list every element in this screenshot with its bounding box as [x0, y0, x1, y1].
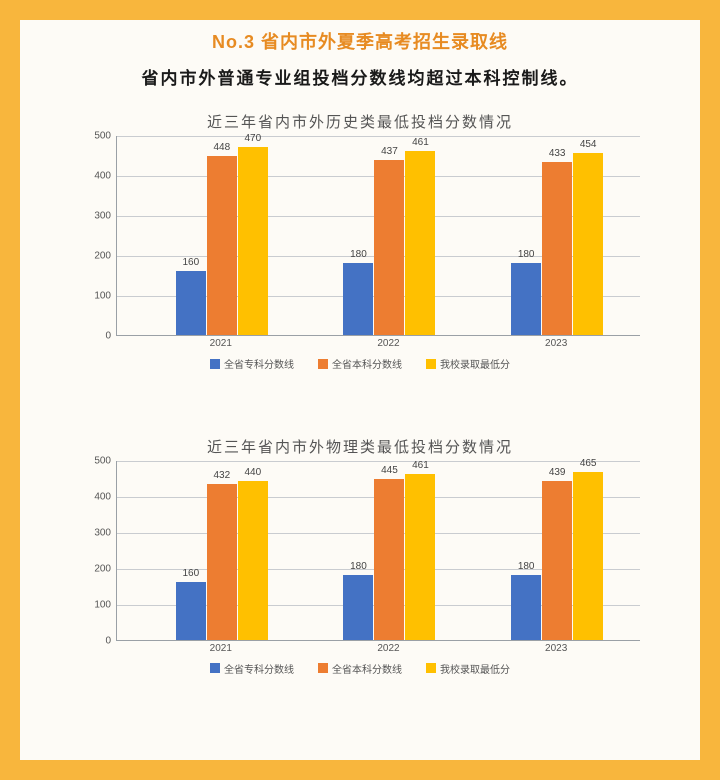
bar-group: 160432440 — [176, 481, 268, 639]
x-category-label: 2021 — [210, 338, 232, 349]
chart-2-wrap: 近三年省内市外物理类最低投档分数情况 010020030040050016043… — [30, 432, 690, 757]
bar: 448 — [207, 156, 237, 335]
bar-value-label: 180 — [518, 249, 535, 260]
bar-value-label: 160 — [182, 257, 199, 268]
bar-value-label: 440 — [244, 467, 261, 478]
chart-2: 0100200300400500160432440180445461180439… — [80, 461, 640, 684]
y-tick-label: 400 — [81, 171, 111, 182]
y-tick-label: 500 — [81, 455, 111, 466]
bar-group: 180433454 — [511, 153, 603, 335]
y-tick-label: 100 — [81, 599, 111, 610]
bar-value-label: 454 — [580, 139, 597, 150]
x-category-label: 2021 — [210, 643, 232, 654]
legend: 全省专科分数线 全省本科分数线 我校录取最低分 — [80, 356, 640, 371]
bar: 439 — [542, 481, 572, 639]
legend-label: 全省专科分数线 — [224, 661, 294, 676]
bar: 433 — [542, 162, 572, 335]
bar-value-label: 160 — [182, 568, 199, 579]
legend-swatch — [210, 359, 220, 369]
bar-group: 180445461 — [343, 474, 435, 640]
bar: 470 — [238, 147, 268, 335]
infographic-frame: No.3 省内市外夏季高考招生录取线 省内市外普通专业组投档分数线均超过本科控制… — [0, 0, 720, 780]
gridline — [117, 461, 640, 462]
x-category-label: 2023 — [545, 643, 567, 654]
y-tick-label: 100 — [81, 291, 111, 302]
legend-label: 全省本科分数线 — [332, 661, 402, 676]
y-tick-label: 500 — [81, 131, 111, 142]
bar: 180 — [511, 575, 541, 640]
bar-value-label: 465 — [580, 458, 597, 469]
legend-swatch — [318, 663, 328, 673]
legend-item: 全省专科分数线 — [210, 661, 294, 676]
bar: 160 — [176, 271, 206, 335]
bar-value-label: 461 — [412, 137, 429, 148]
y-tick-label: 200 — [81, 251, 111, 262]
chart-1: 0100200300400500160448470180437461180433… — [80, 136, 640, 379]
y-tick-label: 300 — [81, 211, 111, 222]
bar-value-label: 448 — [213, 142, 230, 153]
y-tick-label: 200 — [81, 563, 111, 574]
bar: 432 — [207, 484, 237, 640]
legend-label: 全省专科分数线 — [224, 356, 294, 371]
legend-item: 全省专科分数线 — [210, 356, 294, 371]
x-category-label: 2022 — [377, 338, 399, 349]
bar-value-label: 180 — [350, 249, 367, 260]
bar: 461 — [405, 474, 435, 640]
bar-value-label: 439 — [549, 467, 566, 478]
bar-value-label: 180 — [350, 561, 367, 572]
x-category-label: 2023 — [545, 338, 567, 349]
x-category-label: 2022 — [377, 643, 399, 654]
chart-1-wrap: 近三年省内市外历史类最低投档分数情况 010020030040050016044… — [30, 107, 690, 432]
bar-value-label: 437 — [381, 146, 398, 157]
bar: 180 — [511, 263, 541, 335]
legend-item: 我校录取最低分 — [426, 356, 510, 371]
legend-item: 我校录取最低分 — [426, 661, 510, 676]
legend-item: 全省本科分数线 — [318, 661, 402, 676]
bar-group: 180439465 — [511, 472, 603, 639]
y-tick-label: 400 — [81, 491, 111, 502]
chart-2-title: 近三年省内市外物理类最低投档分数情况 — [207, 436, 513, 457]
bar-value-label: 461 — [412, 460, 429, 471]
bar: 465 — [573, 472, 603, 639]
bar-value-label: 432 — [213, 470, 230, 481]
bar: 437 — [374, 160, 404, 335]
gridline — [117, 136, 640, 137]
legend-swatch — [318, 359, 328, 369]
bar-value-label: 433 — [549, 148, 566, 159]
legend-swatch — [426, 663, 436, 673]
bar-group: 160448470 — [176, 147, 268, 335]
legend-label: 我校录取最低分 — [440, 356, 510, 371]
bar-value-label: 445 — [381, 465, 398, 476]
legend-item: 全省本科分数线 — [318, 356, 402, 371]
bar: 454 — [573, 153, 603, 335]
bar: 445 — [374, 479, 404, 639]
y-tick-label: 0 — [81, 635, 111, 646]
y-tick-label: 0 — [81, 331, 111, 342]
plot-area: 0100200300400500160432440180445461180439… — [116, 461, 640, 641]
bar: 440 — [238, 481, 268, 639]
legend: 全省专科分数线 全省本科分数线 我校录取最低分 — [80, 661, 640, 676]
legend-swatch — [426, 359, 436, 369]
legend-label: 我校录取最低分 — [440, 661, 510, 676]
x-axis: 2021 2022 2023 — [116, 336, 640, 354]
bar: 180 — [343, 263, 373, 335]
x-axis: 2021 2022 2023 — [116, 641, 640, 659]
section-subtitle: 省内市外普通专业组投档分数线均超过本科控制线。 — [30, 64, 690, 89]
y-tick-label: 300 — [81, 527, 111, 538]
bar: 160 — [176, 582, 206, 640]
bar-value-label: 470 — [244, 133, 261, 144]
bar-group: 180437461 — [343, 151, 435, 335]
section-number-title: No.3 省内市外夏季高考招生录取线 — [30, 28, 690, 54]
chart-1-title: 近三年省内市外历史类最低投档分数情况 — [207, 111, 513, 132]
bar: 180 — [343, 575, 373, 640]
plot-area: 0100200300400500160448470180437461180433… — [116, 136, 640, 336]
legend-label: 全省本科分数线 — [332, 356, 402, 371]
legend-swatch — [210, 663, 220, 673]
bar: 461 — [405, 151, 435, 335]
bar-value-label: 180 — [518, 561, 535, 572]
